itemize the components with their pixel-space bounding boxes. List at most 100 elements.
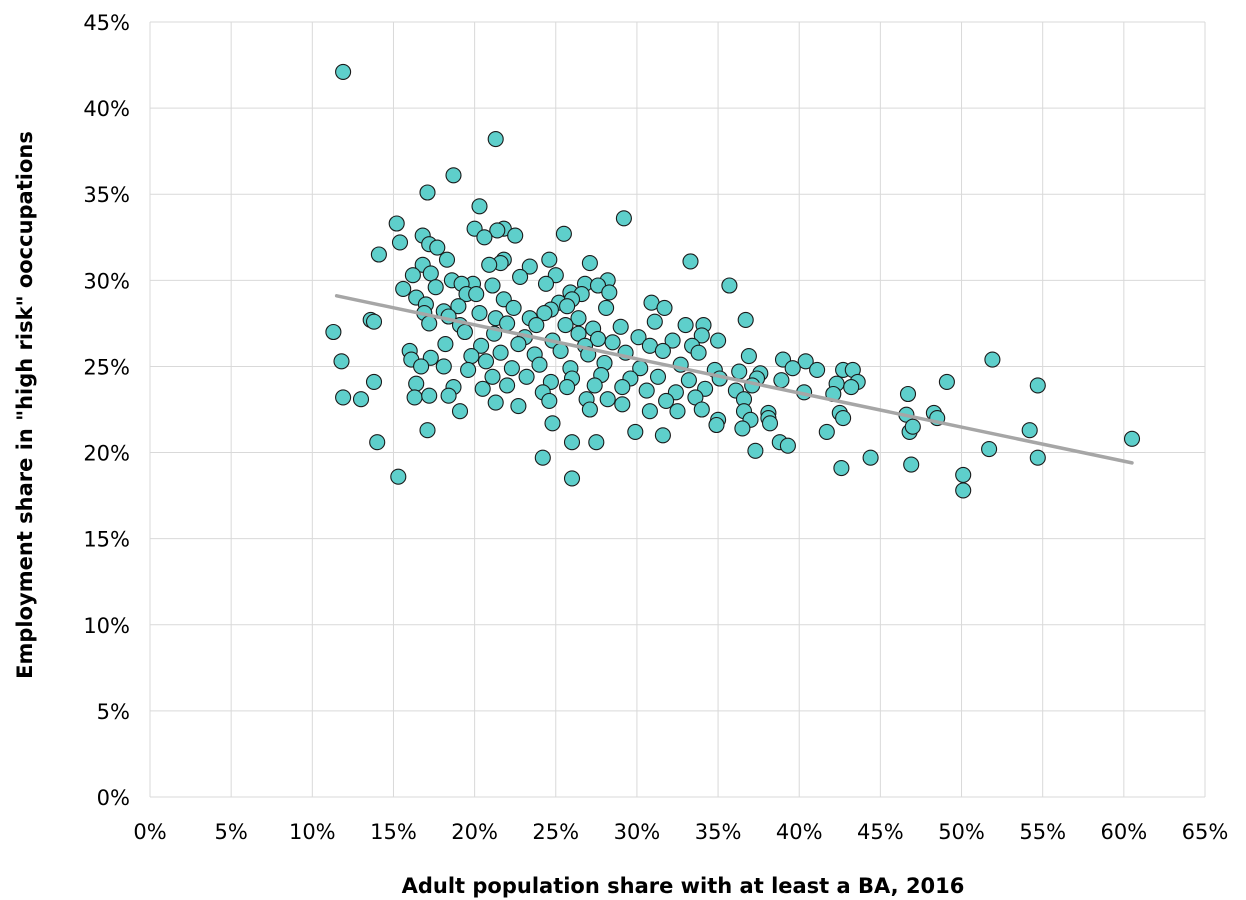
data-point — [477, 353, 495, 370]
data-point — [559, 379, 576, 396]
data-point — [581, 401, 598, 418]
x-tick-label: 10% — [289, 820, 336, 844]
data-point — [541, 392, 558, 409]
data-point — [451, 403, 469, 420]
data-point — [335, 389, 352, 406]
data-point — [507, 227, 524, 244]
data-point — [487, 394, 504, 411]
data-point — [654, 342, 671, 359]
data-point — [395, 280, 412, 297]
data-point — [484, 277, 501, 294]
data-point — [737, 311, 754, 328]
data-point — [731, 363, 748, 380]
data-point — [955, 466, 972, 483]
data-point — [413, 358, 430, 375]
data-point — [773, 372, 790, 389]
data-point — [630, 329, 647, 346]
data-point — [599, 391, 616, 408]
data-point — [627, 423, 644, 440]
data-point — [471, 305, 488, 322]
data-point — [761, 415, 779, 432]
x-tick-label: 20% — [451, 820, 498, 844]
y-axis-tick-labels: 0% 5% 10% 15% 20% 25% 30% 35% 40% 45% — [83, 11, 130, 810]
y-tick-label: 35% — [83, 183, 130, 207]
data-point — [656, 299, 673, 316]
data-point — [438, 251, 456, 268]
data-point — [797, 353, 814, 370]
data-point — [646, 313, 663, 330]
data-point — [904, 418, 921, 435]
data-point — [563, 434, 581, 451]
data-point — [809, 361, 826, 378]
data-point — [408, 375, 425, 392]
data-point — [955, 482, 972, 499]
data-point — [474, 380, 491, 397]
data-point — [559, 298, 576, 315]
data-point — [404, 267, 421, 284]
y-tick-label: 25% — [83, 355, 130, 379]
data-point — [598, 299, 615, 316]
data-point — [468, 286, 485, 303]
data-point — [429, 239, 446, 256]
data-point — [654, 427, 671, 444]
data-point — [557, 317, 574, 334]
data-point — [388, 215, 405, 232]
data-point — [649, 368, 667, 385]
data-point — [734, 420, 751, 437]
data-point — [435, 358, 452, 375]
data-point — [534, 449, 551, 466]
data-point — [981, 441, 998, 458]
data-point — [784, 360, 801, 377]
data-point — [721, 277, 738, 294]
data-point — [335, 63, 352, 80]
data-point — [427, 279, 444, 296]
data-point — [503, 360, 520, 377]
data-point — [510, 336, 527, 353]
data-point — [531, 356, 548, 373]
data-point — [555, 225, 572, 242]
y-tick-label: 15% — [83, 528, 130, 552]
data-point — [537, 275, 555, 292]
data-point — [325, 323, 342, 341]
data-point — [512, 268, 529, 285]
data-point — [544, 415, 561, 432]
data-point — [740, 348, 757, 365]
x-tick-label: 0% — [133, 820, 166, 844]
data-point — [938, 373, 955, 390]
data-point — [835, 410, 852, 427]
data-point — [450, 298, 467, 315]
data-point — [586, 377, 603, 394]
data-point — [604, 334, 621, 351]
data-point — [456, 323, 473, 341]
x-tick-label: 15% — [370, 820, 417, 844]
data-point — [541, 251, 558, 268]
data-point — [391, 234, 409, 251]
data-point — [641, 403, 658, 420]
x-tick-label: 35% — [695, 820, 742, 844]
data-point — [690, 344, 707, 361]
horizontal-gridlines — [150, 21, 1205, 798]
data-point — [365, 373, 383, 390]
x-tick-label: 45% — [857, 820, 904, 844]
x-tick-label: 55% — [1019, 820, 1066, 844]
data-point — [680, 372, 697, 389]
x-axis-title: Adult population share with at least a B… — [402, 874, 965, 898]
data-point — [1029, 449, 1046, 466]
data-point — [487, 131, 504, 148]
data-point — [499, 315, 516, 332]
y-tick-label: 10% — [83, 614, 130, 638]
data-point — [638, 382, 655, 399]
data-point — [614, 396, 631, 413]
data-point — [352, 391, 370, 408]
data-point — [528, 317, 545, 334]
data-point — [693, 401, 710, 418]
y-axis-title: Employment share in "high risk" ooccupat… — [13, 131, 37, 679]
data-point — [862, 449, 879, 466]
x-axis-tick-labels: 0% 5% 10% 15% 20% 25% 30% 35% 40% 45% 50% 55% 60% 65% — [133, 820, 1228, 844]
data-point — [984, 351, 1001, 368]
x-tick-label: 25% — [532, 820, 579, 844]
data-point — [1029, 377, 1046, 394]
data-point — [476, 229, 493, 246]
data-point — [484, 368, 501, 385]
trendline-group — [334, 294, 1134, 465]
